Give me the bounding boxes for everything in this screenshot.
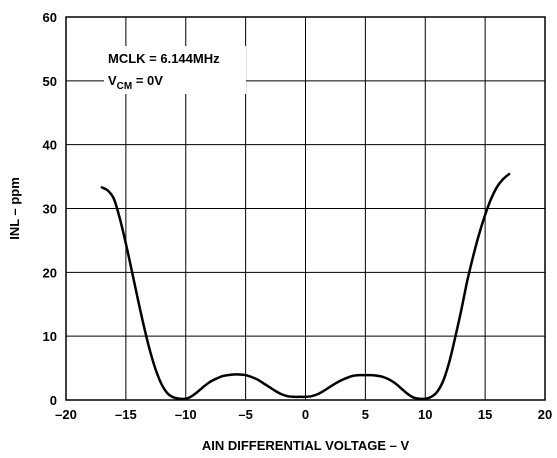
y-axis-title: INL – ppm bbox=[7, 177, 22, 240]
y-tick-label: 60 bbox=[43, 10, 57, 25]
x-tick-labels: –20 –15 –10 –5 0 5 10 15 20 bbox=[55, 407, 552, 422]
y-tick-label: 40 bbox=[43, 138, 57, 153]
y-tick-label: 30 bbox=[43, 202, 57, 217]
annotation-mclk: MCLK = 6.144MHz bbox=[108, 51, 220, 66]
y-tick-label: 20 bbox=[43, 265, 57, 280]
x-tick-label: 0 bbox=[302, 407, 309, 422]
x-tick-label: –15 bbox=[115, 407, 137, 422]
x-tick-label: 5 bbox=[362, 407, 369, 422]
y-tick-label: 0 bbox=[50, 393, 57, 408]
annotation-vcm: VCM = 0V bbox=[108, 73, 163, 92]
y-tick-label: 50 bbox=[43, 74, 57, 89]
y-tick-labels: 0 10 20 30 40 50 60 bbox=[43, 10, 57, 408]
x-axis-title: AIN DIFFERENTIAL VOLTAGE – V bbox=[202, 438, 410, 453]
annotation-box bbox=[104, 46, 246, 94]
x-tick-label: –20 bbox=[55, 407, 77, 422]
x-tick-label: –5 bbox=[238, 407, 252, 422]
inl-curve bbox=[100, 172, 511, 401]
x-tick-label: 20 bbox=[538, 407, 552, 422]
y-tick-label: 10 bbox=[43, 329, 57, 344]
x-tick-label: –10 bbox=[175, 407, 197, 422]
x-tick-label: 15 bbox=[478, 407, 492, 422]
plot-frame bbox=[65, 16, 546, 401]
x-tick-label: 10 bbox=[418, 407, 432, 422]
